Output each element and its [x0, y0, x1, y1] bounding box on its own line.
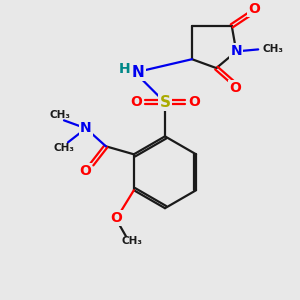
Text: CH₃: CH₃	[122, 236, 142, 246]
Text: N: N	[80, 122, 92, 135]
Text: CH₃: CH₃	[262, 44, 283, 54]
Text: S: S	[160, 95, 170, 110]
Text: N: N	[132, 65, 144, 80]
Text: N: N	[230, 44, 242, 58]
Text: H: H	[119, 62, 131, 76]
Text: CH₃: CH₃	[53, 143, 74, 153]
Text: CH₃: CH₃	[50, 110, 70, 120]
Text: O: O	[79, 164, 91, 178]
Text: O: O	[188, 95, 200, 110]
Text: O: O	[110, 211, 122, 225]
Text: O: O	[230, 81, 241, 95]
Text: O: O	[248, 2, 260, 16]
Text: O: O	[130, 95, 142, 110]
